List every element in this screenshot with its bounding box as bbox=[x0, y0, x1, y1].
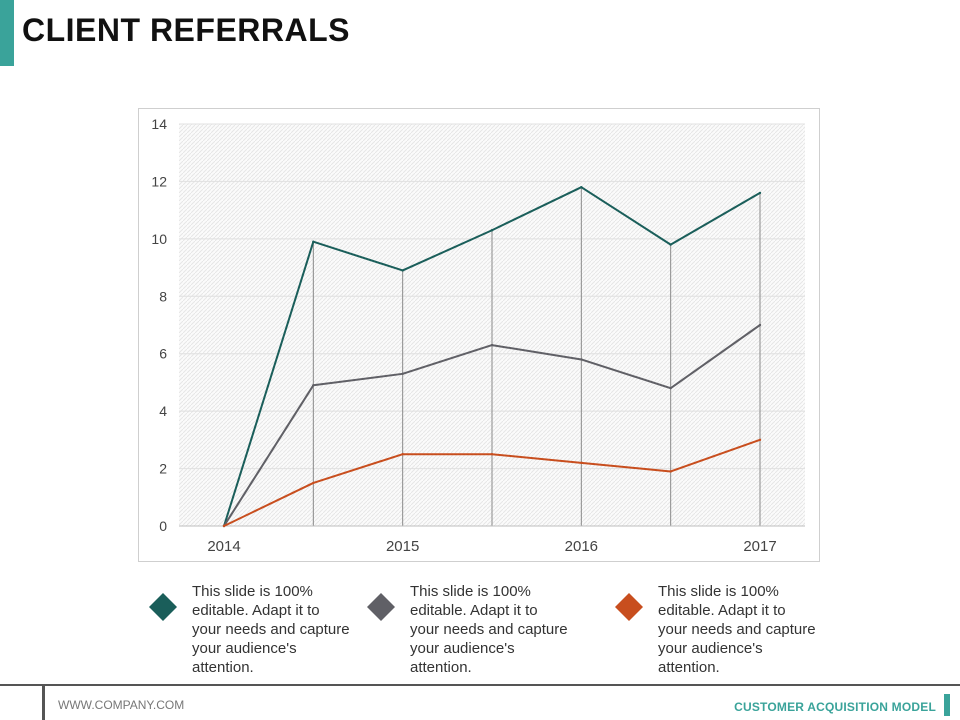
legend-item-2: This slide is 100% editable. Adapt it to… bbox=[366, 582, 570, 677]
y-tick-label: 0 bbox=[159, 518, 167, 534]
data-point bbox=[758, 191, 762, 195]
data-point bbox=[669, 243, 672, 246]
data-point bbox=[580, 358, 583, 361]
data-point bbox=[580, 185, 583, 189]
y-tick-label: 6 bbox=[159, 346, 167, 362]
legend-text-2: This slide is 100% editable. Adapt it to… bbox=[410, 583, 568, 676]
title-accent-bar bbox=[0, 0, 14, 66]
data-point bbox=[401, 269, 404, 272]
data-point bbox=[490, 343, 494, 347]
x-tick-label: 2015 bbox=[386, 538, 419, 555]
data-point bbox=[758, 323, 762, 327]
data-point bbox=[758, 438, 762, 442]
data-point bbox=[401, 372, 404, 376]
legend-item-1: This slide is 100% editable. Adapt it to… bbox=[148, 582, 352, 677]
data-point bbox=[401, 453, 404, 456]
page-title: CLIENT REFERRALS bbox=[22, 12, 350, 48]
footer-url: WWW.COMPANY.COM bbox=[58, 698, 185, 712]
legend-item-3: This slide is 100% editable. Adapt it to… bbox=[614, 582, 818, 677]
footer-label: CUSTOMER ACQUISITION MODEL bbox=[734, 700, 936, 714]
data-point bbox=[312, 384, 315, 387]
diamond-icon bbox=[615, 593, 643, 621]
data-point bbox=[222, 524, 226, 528]
data-point bbox=[490, 453, 494, 456]
y-tick-label: 2 bbox=[159, 461, 167, 477]
diamond-icon bbox=[149, 593, 177, 621]
data-point bbox=[312, 240, 315, 243]
y-tick-label: 14 bbox=[151, 116, 167, 132]
legend-text-3: This slide is 100% editable. Adapt it to… bbox=[658, 583, 816, 676]
footer-right-accent bbox=[944, 694, 950, 716]
x-tick-label: 2017 bbox=[743, 538, 776, 555]
line-chart: 0 2 4 6 8 10 12 14 2014 2015 2016 2017 bbox=[151, 116, 805, 555]
y-tick-label: 8 bbox=[159, 288, 167, 304]
data-point bbox=[669, 470, 672, 473]
footer-left-accent bbox=[42, 686, 45, 720]
x-tick-label: 2014 bbox=[207, 538, 240, 555]
legend-text-1: This slide is 100% editable. Adapt it to… bbox=[192, 583, 350, 676]
chart-frame: 0 2 4 6 8 10 12 14 2014 2015 2016 2017 bbox=[138, 108, 820, 562]
y-tick-label: 10 bbox=[151, 231, 167, 247]
y-tick-label: 12 bbox=[151, 173, 167, 189]
x-tick-label: 2016 bbox=[565, 538, 598, 555]
data-point bbox=[580, 461, 583, 465]
y-tick-label: 4 bbox=[159, 403, 167, 419]
footer-divider bbox=[0, 684, 960, 686]
data-point bbox=[490, 229, 494, 232]
diamond-icon bbox=[367, 593, 395, 621]
data-point bbox=[669, 386, 672, 390]
data-point bbox=[312, 481, 315, 485]
